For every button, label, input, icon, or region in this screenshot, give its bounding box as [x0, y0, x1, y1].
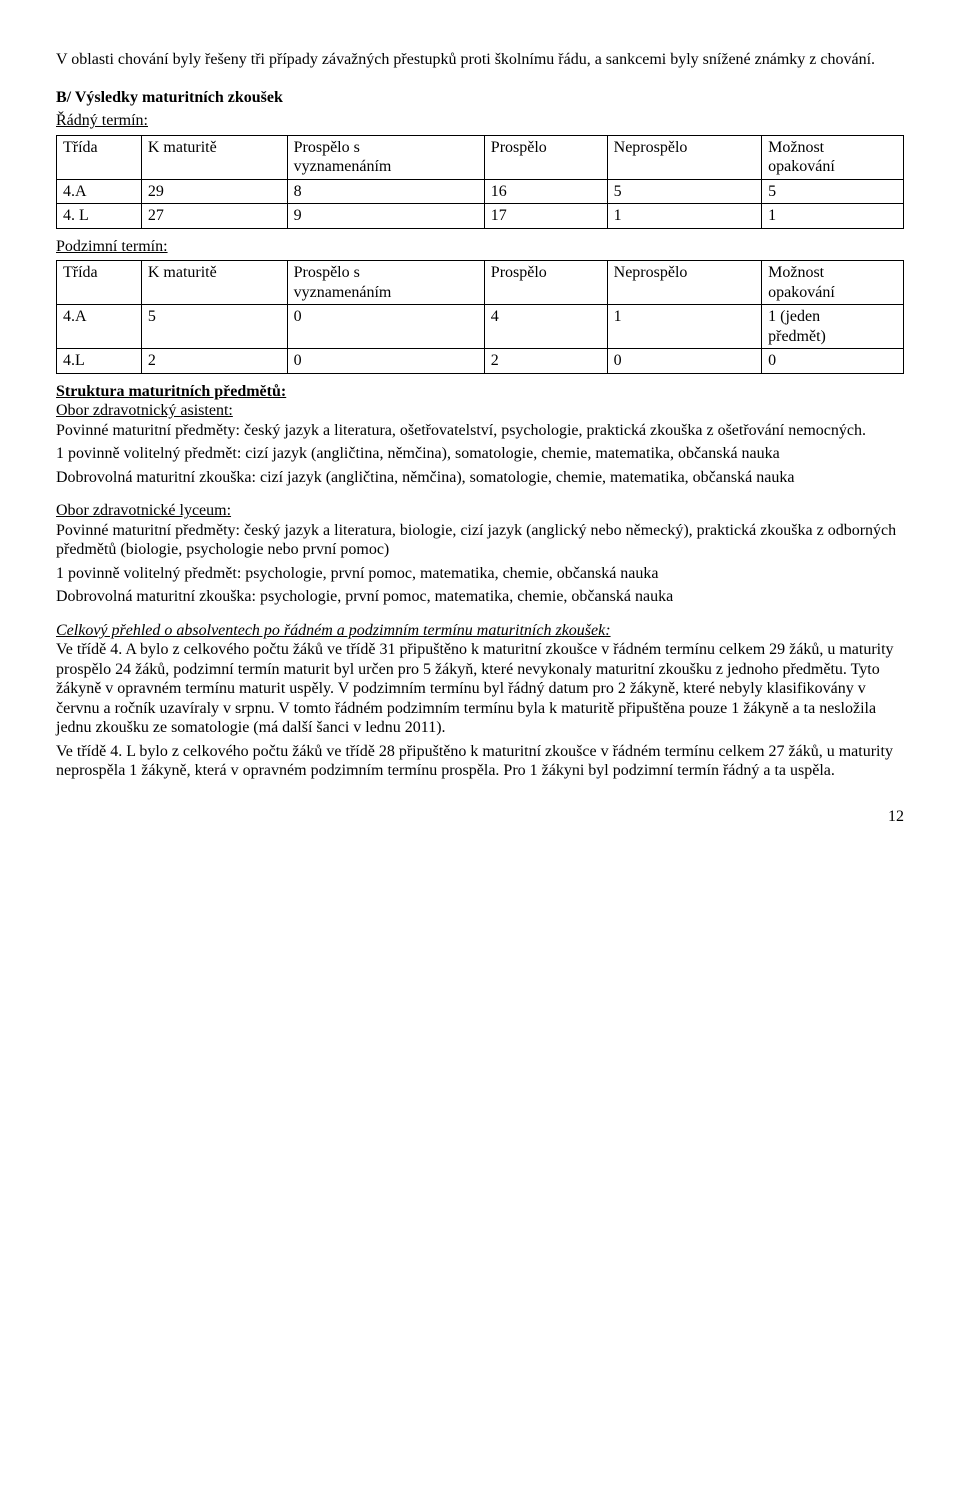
col-kmaturite: K maturitě [141, 135, 287, 179]
cell: 0 [762, 349, 904, 374]
cell: 4. L [57, 204, 142, 229]
lyceum-label: Obor zdravotnické lyceum: [56, 502, 231, 519]
col-prospelo: Prospělo [484, 261, 607, 305]
asistent-p3: Dobrovolná maturitní zkouška: cizí jazyk… [56, 468, 904, 488]
cell: 0 [287, 305, 484, 349]
lyceum-p3: Dobrovolná maturitní zkouška: psychologi… [56, 587, 904, 607]
col-prospelos-l1: Prospělo s [294, 264, 360, 281]
podzimni-table: Třída K maturitě Prospělo s vyznamenáním… [56, 260, 904, 374]
cell: 27 [141, 204, 287, 229]
table-header-row: Třída K maturitě Prospělo s vyznamenáním… [57, 135, 904, 179]
cell: 1 [762, 204, 904, 229]
col-trida: Třída [57, 261, 142, 305]
col-moznost: Možnost opakování [762, 135, 904, 179]
cell: 4.L [57, 349, 142, 374]
cell: 2 [141, 349, 287, 374]
cell-l2: předmět) [768, 328, 826, 345]
cell: 5 [141, 305, 287, 349]
podzimni-termin-label: Podzimní termín: [56, 237, 904, 257]
cell: 4.A [57, 305, 142, 349]
cell: 4 [484, 305, 607, 349]
asistent-p1: Povinné maturitní předměty: český jazyk … [56, 421, 904, 441]
lyceum-p2: 1 povinně volitelný předmět: psychologie… [56, 564, 904, 584]
page-number: 12 [56, 807, 904, 827]
cell: 8 [287, 179, 484, 204]
cell: 1 [607, 305, 761, 349]
cell: 1 (jeden předmět) [762, 305, 904, 349]
col-prospelos: Prospělo s vyznamenáním [287, 261, 484, 305]
col-neprospelo: Neprospělo [607, 261, 761, 305]
cell: 5 [607, 179, 761, 204]
cell: 2 [484, 349, 607, 374]
table-row: 4.A 29 8 16 5 5 [57, 179, 904, 204]
intro-paragraph: V oblasti chování byly řešeny tři případ… [56, 50, 904, 70]
col-prospelos-l2: vyznamenáním [294, 284, 392, 301]
table-header-row: Třída K maturitě Prospělo s vyznamenáním… [57, 261, 904, 305]
lyceum-p1: Povinné maturitní předměty: český jazyk … [56, 521, 904, 560]
col-prospelo: Prospělo [484, 135, 607, 179]
table-row: 4.L 2 0 2 0 0 [57, 349, 904, 374]
cell: 29 [141, 179, 287, 204]
overview-heading: Celkový přehled o absolventech po řádném… [56, 622, 611, 639]
col-prospelos-l2: vyznamenáním [294, 158, 392, 175]
col-moznost: Možnost opakování [762, 261, 904, 305]
asistent-label: Obor zdravotnický asistent: [56, 402, 233, 419]
overview-p1: Ve třídě 4. A bylo z celkového počtu žák… [56, 640, 904, 738]
section-b-heading: B/ Výsledky maturitních zkoušek [56, 88, 904, 108]
asistent-p2: 1 povinně volitelný předmět: cizí jazyk … [56, 444, 904, 464]
cell: 17 [484, 204, 607, 229]
col-trida: Třída [57, 135, 142, 179]
cell: 5 [762, 179, 904, 204]
col-moznost-l2: opakování [768, 158, 835, 175]
radny-termin-label: Řádný termín: [56, 111, 904, 131]
col-moznost-l1: Možnost [768, 264, 824, 281]
col-prospelos: Prospělo s vyznamenáním [287, 135, 484, 179]
col-moznost-l2: opakování [768, 284, 835, 301]
overview-p2: Ve třídě 4. L bylo z celkového počtu žák… [56, 742, 904, 781]
table-row: 4.A 5 0 4 1 1 (jeden předmět) [57, 305, 904, 349]
radny-table: Třída K maturitě Prospělo s vyznamenáním… [56, 135, 904, 229]
cell: 0 [607, 349, 761, 374]
cell-l1: 1 (jeden [768, 308, 820, 325]
col-moznost-l1: Možnost [768, 139, 824, 156]
table-row: 4. L 27 9 17 1 1 [57, 204, 904, 229]
structure-heading: Struktura maturitních předmětů: [56, 383, 286, 400]
cell: 1 [607, 204, 761, 229]
cell: 16 [484, 179, 607, 204]
cell: 0 [287, 349, 484, 374]
cell: 4.A [57, 179, 142, 204]
col-prospelos-l1: Prospělo s [294, 139, 360, 156]
col-kmaturite: K maturitě [141, 261, 287, 305]
cell: 9 [287, 204, 484, 229]
col-neprospelo: Neprospělo [607, 135, 761, 179]
